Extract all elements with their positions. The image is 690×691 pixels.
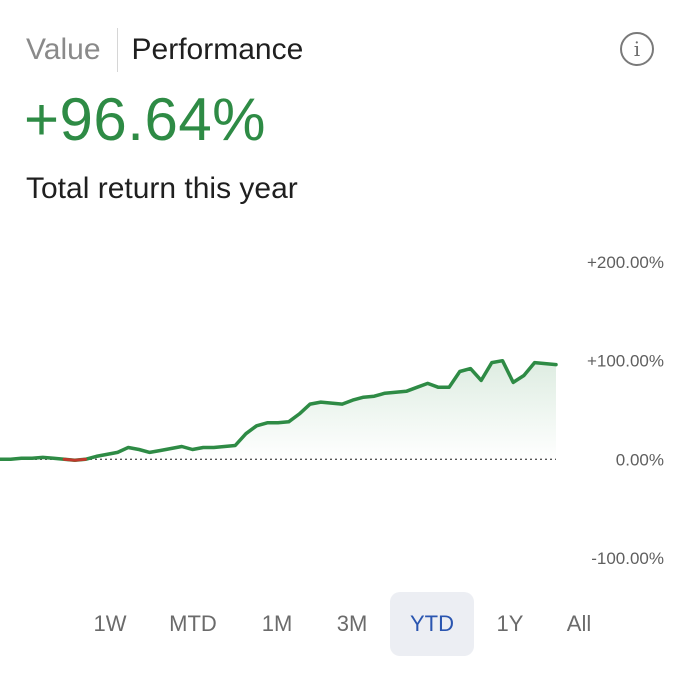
y-tick-label: +100.00% (587, 352, 664, 371)
info-icon: i (633, 37, 641, 61)
y-axis-labels: +200.00% +100.00% 0.00% -100.00% (587, 253, 664, 568)
tab-value[interactable]: Value (26, 28, 101, 72)
tab-performance[interactable]: Performance (132, 28, 304, 72)
range-1m[interactable]: 1M (249, 592, 305, 656)
tab-divider (116, 28, 118, 72)
range-selector: 1W MTD 1M 3M YTD 1Y All (0, 592, 690, 656)
range-1w[interactable]: 1W (82, 592, 138, 656)
info-button[interactable]: i (620, 32, 654, 66)
y-tick-label: +200.00% (587, 253, 664, 272)
performance-line (0, 358, 558, 463)
performance-area-fill (0, 360, 556, 461)
total-return-value: +96.64% (24, 86, 267, 153)
y-tick-label: 0.00% (616, 450, 664, 469)
range-1y[interactable]: 1Y (482, 592, 538, 656)
view-tabs: Value Performance (26, 28, 303, 72)
total-return-label: Total return this year (26, 172, 298, 205)
range-ytd[interactable]: YTD (390, 592, 474, 656)
range-mtd[interactable]: MTD (153, 592, 233, 656)
range-all[interactable]: All (551, 592, 607, 656)
range-3m[interactable]: 3M (324, 592, 380, 656)
performance-chart: +200.00% +100.00% 0.00% -100.00% (0, 253, 664, 568)
y-tick-label: -100.00% (591, 549, 664, 568)
performance-line-negative-segment (62, 457, 87, 462)
